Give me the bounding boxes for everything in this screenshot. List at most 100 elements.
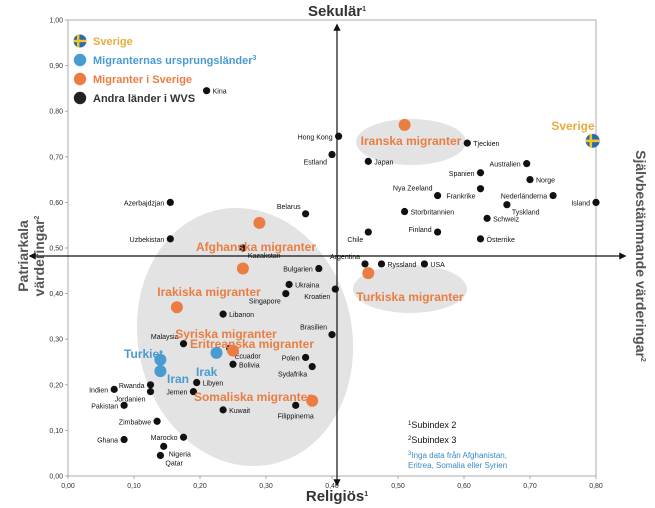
label-turkiska-migranter: Turkiska migranter (356, 290, 463, 304)
label-kroatien: Kroatien (304, 294, 330, 301)
point-schweiz (483, 214, 491, 222)
label-jordanien: Jordanien (115, 397, 146, 404)
left-axis-title: Patriarkala värderingar2 (15, 215, 47, 296)
point-sweden-flag (585, 133, 600, 148)
x-tick-label: 0,80 (589, 483, 603, 490)
point-ghana (120, 435, 128, 444)
label-nigeria: Nigeria (169, 451, 191, 458)
y-tick-label: 0,40 (49, 291, 63, 298)
label-brasilien: Brasilien (300, 325, 327, 332)
label-ghana: Ghana (97, 438, 118, 445)
turkey-cluster-ellipse (353, 265, 467, 313)
label-sverige: Sverige (551, 119, 595, 133)
point-nederlanderna (549, 191, 557, 200)
label-tyskland: Tyskland (512, 210, 540, 217)
label-australien: Australien (490, 162, 521, 169)
label-ryssland: Ryssland (388, 262, 417, 269)
label-irakiska-migranter: Irakiska migranter (157, 285, 261, 299)
y-tick-label: 0,80 (49, 109, 63, 116)
point-spanien (476, 169, 485, 177)
point-uzbekistan (166, 235, 174, 243)
point-nigeria (160, 442, 168, 450)
point-singapore (282, 290, 290, 298)
label-argentina: Argentina (330, 254, 360, 261)
label-libanon: Libanon (229, 312, 254, 319)
label-zimbabwe: Zimbabwe (119, 419, 151, 426)
label-sydafrika: Sydafrika (278, 372, 307, 379)
right-axis-title: Självbestämmande värderingar2 (633, 150, 649, 362)
point-bolivia (229, 360, 237, 368)
x-tick-label: 0,20 (193, 483, 207, 490)
point-kazakstan (239, 244, 247, 252)
point-azerbajdzjan (166, 198, 174, 206)
label-schweiz: Schweiz (493, 216, 520, 223)
point-kroatien (331, 285, 339, 293)
x-tick-label: 0,50 (391, 483, 405, 490)
point-brasilien (328, 331, 336, 339)
label-qatar: Qatar (165, 460, 183, 467)
label-ukraina: Ukraina (295, 282, 319, 289)
legend-label-andra-lander-i-wvs: Andra länder i WVS (93, 93, 195, 105)
label-hong-kong: Hong Kong (298, 134, 333, 141)
legend-flag-icon (73, 34, 87, 48)
label-ecuador: Ecuador (235, 353, 262, 360)
label-somaliska-migranter: Somaliska migranter (194, 390, 312, 404)
point-ukraina (285, 280, 293, 289)
point-rwanda (146, 381, 155, 389)
point-osterrike (476, 235, 485, 243)
bottom-axis-title: Religiös1 (306, 488, 368, 505)
point-malaysia (179, 340, 188, 348)
label-eritreanska-migranter: Eritreanska migranter (190, 337, 314, 351)
point-indien (110, 385, 118, 393)
point-filippinerna (292, 401, 300, 409)
label-kina: Kina (213, 89, 227, 96)
point-jemen (189, 388, 197, 396)
label-finland: Finland (409, 227, 432, 234)
label-island: Island (571, 200, 590, 207)
label-filippinerna: Filippinerna (278, 413, 314, 420)
point-storbritannien (401, 207, 409, 216)
label-bolivia: Bolivia (239, 362, 260, 369)
point-libyen (193, 378, 201, 387)
label-libyen: Libyen (203, 381, 224, 388)
label-japan: Japan (374, 159, 393, 166)
x-tick-label: 0,70 (523, 483, 537, 490)
legend-label-sverige: Sverige (93, 36, 133, 48)
legend-label-migranter-i-sverige: Migranter i Sverige (93, 74, 192, 86)
label-tjeckien: Tjeckien (473, 141, 499, 148)
point-jordanien (146, 388, 155, 396)
label-rwanda: Rwanda (119, 383, 145, 390)
point-iran (154, 365, 167, 378)
top-axis-title: Sekulär1 (308, 3, 366, 20)
y-tick-label: 1,00 (49, 18, 63, 25)
point-estland (328, 150, 336, 159)
y-tick-label: 0,50 (49, 246, 63, 253)
point-iranska-migranter (398, 118, 411, 131)
y-tick-label: 0,90 (49, 63, 63, 70)
highlight-ellipses (136, 119, 467, 467)
legend: Sverige Migranternas ursprungsländer3 Migr… (73, 34, 257, 105)
point-eritreanska-migranter (227, 344, 239, 357)
label-norge: Norge (536, 178, 555, 185)
data-marks: Kina Hong Kong Estland Japan Tjeckien Austral… (89, 87, 600, 467)
footnote-4: Eritrea, Somalia eller Syrien (408, 461, 507, 470)
main-cluster-ellipse (136, 207, 354, 467)
x-axis-ticks: 0,00 0,10 0,20 0,30 0,40 0,50 0,60 0,70 0,80 (61, 476, 603, 490)
point-tjeckien (463, 139, 471, 147)
point-kuwait (219, 406, 227, 414)
point-chile (364, 228, 372, 236)
y-tick-label: 0,30 (49, 337, 63, 344)
point-bulgarien (315, 264, 323, 273)
label-marocko: Marocko (151, 435, 178, 442)
label-irak: Irak (196, 365, 218, 379)
label-uzbekistan: Uzbekistan (130, 237, 165, 244)
label-syriska-migranter: Syriska migranter (175, 327, 277, 341)
x-tick-label: 0,00 (61, 483, 75, 490)
point-australien (523, 160, 531, 168)
point-turkiska-migranter (362, 267, 375, 280)
point-polen (302, 353, 310, 362)
right-axis-title-text: Självbestämmande värderingar2 (633, 150, 649, 362)
iran-cluster-ellipse (356, 119, 466, 165)
footnote-1: 1Subindex 2 (408, 420, 456, 430)
point-tyskland (503, 201, 511, 209)
